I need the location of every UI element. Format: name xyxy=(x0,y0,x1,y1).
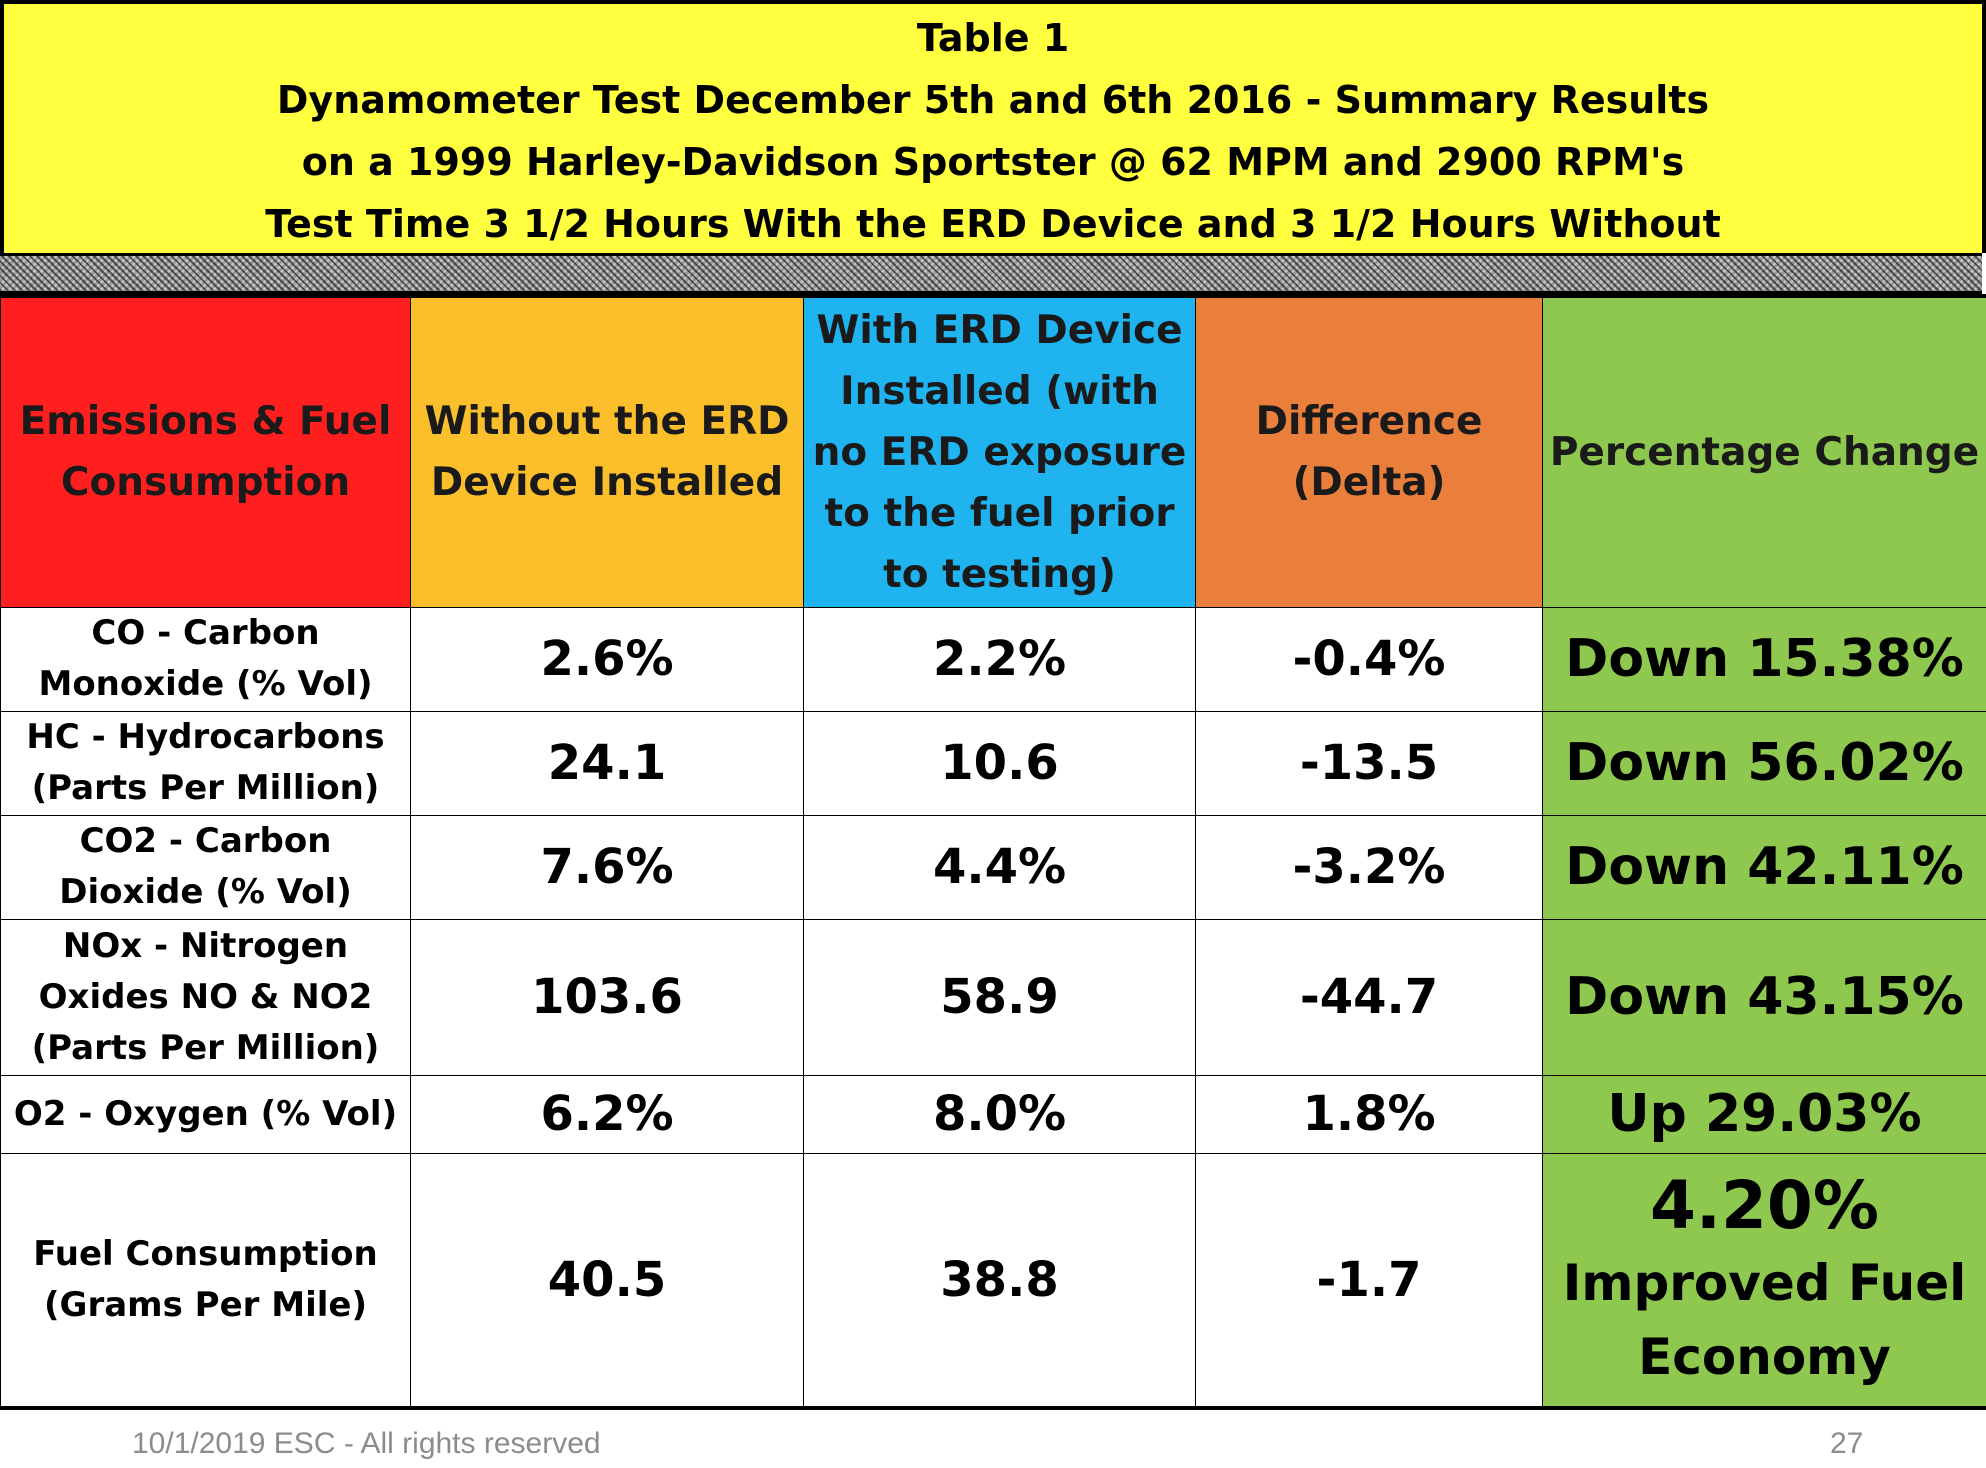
hatched-divider xyxy=(0,253,1982,294)
row-label: O2 - Oxygen (% Vol) xyxy=(0,1074,411,1154)
table-row: CO2 - Carbon Dioxide (% Vol) 7.6% 4.4% -… xyxy=(0,814,1986,920)
row-label: HC - Hydrocarbons (Parts Per Million) xyxy=(0,710,411,816)
fuel-improvement-value: 4.20% xyxy=(1650,1166,1879,1244)
delta-value: 1.8% xyxy=(1195,1074,1543,1154)
delta-value: -3.2% xyxy=(1195,814,1543,920)
header-row: Emissions & Fuel Consumption Without the… xyxy=(0,294,1986,608)
with-value: 8.0% xyxy=(803,1074,1196,1154)
with-value: 4.4% xyxy=(803,814,1196,920)
percentage-change: Down 15.38% xyxy=(1542,606,1986,712)
row-label: Fuel Consumption (Grams Per Mile) xyxy=(0,1152,411,1410)
percentage-change: Down 56.02% xyxy=(1542,710,1986,816)
table-row: HC - Hydrocarbons (Parts Per Million) 24… xyxy=(0,710,1986,816)
results-table: Emissions & Fuel Consumption Without the… xyxy=(0,294,1986,1410)
header-with-erd: With ERD Device Installed (with no ERD e… xyxy=(803,294,1196,608)
row-label: NOx - Nitrogen Oxides NO & NO2 (Parts Pe… xyxy=(0,918,411,1076)
table-row: CO - Carbon Monoxide (% Vol) 2.6% 2.2% -… xyxy=(0,606,1986,712)
table-row: Fuel Consumption (Grams Per Mile) 40.5 3… xyxy=(0,1152,1986,1410)
table-row: NOx - Nitrogen Oxides NO & NO2 (Parts Pe… xyxy=(0,918,1986,1076)
table-number: Table 1 xyxy=(916,16,1070,60)
with-value: 10.6 xyxy=(803,710,1196,816)
row-label: CO2 - Carbon Dioxide (% Vol) xyxy=(0,814,411,920)
title-banner: Table 1 Dynamometer Test December 5th an… xyxy=(0,0,1986,253)
percentage-change: Down 43.15% xyxy=(1542,918,1986,1076)
percentage-change: 4.20% Improved Fuel Economy xyxy=(1542,1152,1986,1410)
delta-value: -44.7 xyxy=(1195,918,1543,1076)
without-value: 40.5 xyxy=(410,1152,804,1410)
percentage-change: Up 29.03% xyxy=(1542,1074,1986,1154)
without-value: 103.6 xyxy=(410,918,804,1076)
header-difference: Difference (Delta) xyxy=(1195,294,1543,608)
header-emissions: Emissions & Fuel Consumption xyxy=(0,294,411,608)
table-row: O2 - Oxygen (% Vol) 6.2% 8.0% 1.8% Up 29… xyxy=(0,1074,1986,1154)
with-value: 58.9 xyxy=(803,918,1196,1076)
with-value: 2.2% xyxy=(803,606,1196,712)
header-percentage-change: Percentage Change xyxy=(1542,294,1986,608)
title-line-2: Dynamometer Test December 5th and 6th 20… xyxy=(276,78,1710,122)
delta-value: -0.4% xyxy=(1195,606,1543,712)
title-line-3: on a 1999 Harley-Davidson Sportster @ 62… xyxy=(301,140,1685,184)
fuel-improvement-text: Improved Fuel Economy xyxy=(1562,1253,1967,1386)
percentage-change: Down 42.11% xyxy=(1542,814,1986,920)
row-label: CO - Carbon Monoxide (% Vol) xyxy=(0,606,411,712)
page-number: 27 xyxy=(1830,1427,1864,1460)
without-value: 24.1 xyxy=(410,710,804,816)
title-line-4: Test Time 3 1/2 Hours With the ERD Devic… xyxy=(265,202,1721,246)
without-value: 2.6% xyxy=(410,606,804,712)
delta-value: -13.5 xyxy=(1195,710,1543,816)
footer-date-copyright: 10/1/2019 ESC - All rights reserved xyxy=(132,1427,601,1460)
without-value: 7.6% xyxy=(410,814,804,920)
header-without-erd: Without the ERD Device Installed xyxy=(410,294,804,608)
delta-value: -1.7 xyxy=(1195,1152,1543,1410)
without-value: 6.2% xyxy=(410,1074,804,1154)
with-value: 38.8 xyxy=(803,1152,1196,1410)
